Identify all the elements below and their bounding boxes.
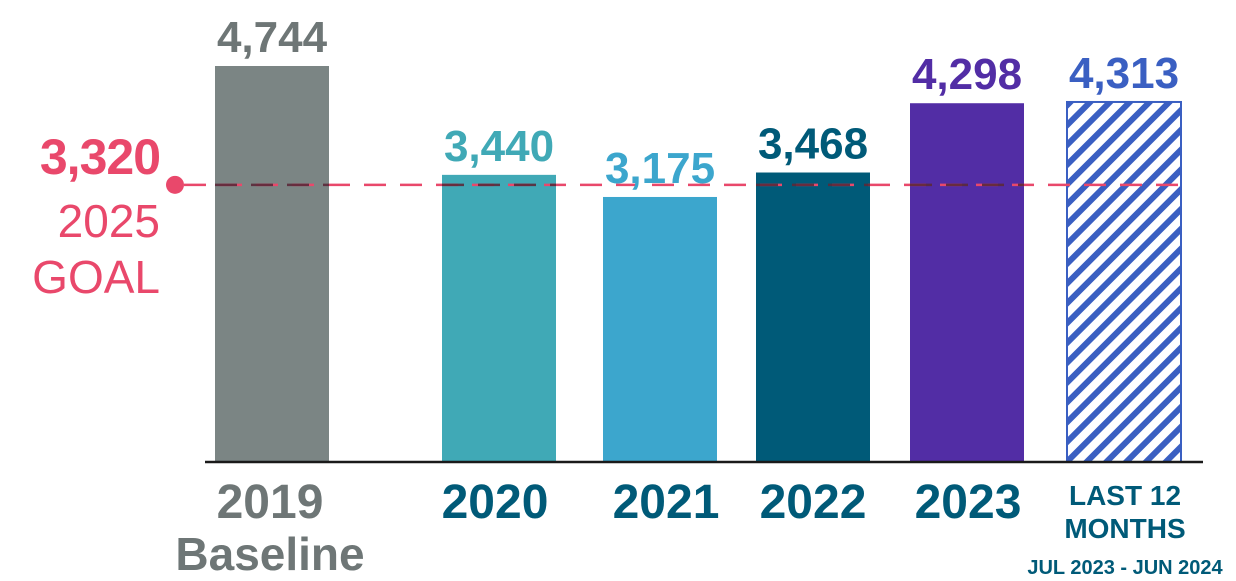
value-labels-group: 4,744 3,440 3,175 3,468 4,298 4,313 (217, 13, 1179, 193)
bar-2023 (910, 103, 1024, 462)
goal-year-label: 2025 (57, 195, 160, 247)
value-label: 4,298 (912, 50, 1022, 99)
bar-last-12 (1066, 100, 1182, 463)
goal-marker-dot (166, 175, 184, 194)
category-label: 2022 (760, 476, 867, 529)
bar-2019 (215, 66, 329, 462)
value-label: 4,744 (217, 13, 328, 62)
bars-group (215, 66, 1182, 463)
category-label: 2021 (613, 476, 720, 529)
bar-2022 (756, 172, 870, 463)
category-label: LAST 12 (1069, 480, 1181, 511)
bar-2021 (603, 196, 717, 462)
category-label: 2019 (217, 476, 324, 529)
category-label: 2020 (442, 476, 549, 529)
goal-line-group (166, 175, 1192, 194)
bar-2020 (442, 174, 556, 462)
category-label: 2023 (915, 476, 1022, 529)
value-label: 3,440 (444, 122, 554, 171)
category-sublabel: MONTHS (1064, 513, 1185, 544)
value-label: 4,313 (1069, 49, 1179, 98)
category-note: JUL 2023 - JUN 2024 (1027, 557, 1223, 579)
category-sublabel: Baseline (175, 528, 364, 580)
value-label: 3,175 (605, 144, 715, 193)
goal-text-label: GOAL (32, 251, 160, 303)
goal-value-label: 3,320 (39, 129, 161, 185)
value-label: 3,468 (758, 120, 868, 169)
